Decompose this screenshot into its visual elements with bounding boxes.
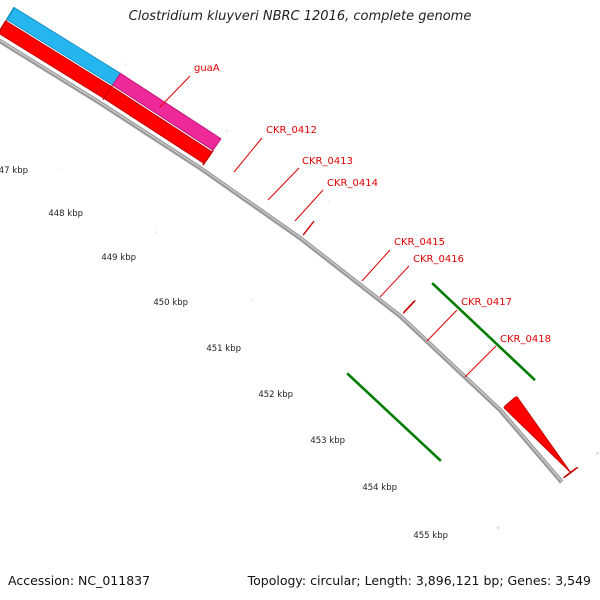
gene-label[interactable]: CKR_0416 [413,254,464,265]
gene-label[interactable]: CKR_0418 [500,334,551,345]
topology-summary: Topology: circular; Length: 3,896,121 bp… [247,573,591,588]
scale-tick-label: 455 kbp [413,531,448,541]
gene-label[interactable]: CKR_0413 [302,156,353,167]
cds-arrow [302,221,315,236]
scale-tick-label: 452 kbp [258,390,293,400]
cds-arrow [503,396,571,473]
gc-skew-dots [18,0,600,530]
feature-track [0,6,579,479]
dot-mark-1 [346,372,442,462]
accession-text: Accession: NC_011837 [8,573,151,588]
backbone-line [0,38,564,484]
backbone-highlight [0,39,563,483]
scale-tick-label: 450 kbp [153,298,188,308]
gene-label[interactable]: guaA [194,63,220,74]
map-title: Clostridium kluyveri NBRC 12016, complet… [128,9,472,24]
scale-tick-label: 448 kbp [48,209,83,219]
label-leader-line [464,345,497,378]
gene-label[interactable]: CKR_0412 [266,125,317,136]
backbone-track [0,38,564,484]
pseudogene-block [112,72,222,151]
label-leader-line [426,309,458,342]
scale-tick-label: 453 kbp [310,436,345,446]
label-leader-line [159,75,191,108]
label-leaders: guaA CKR_0412 CKR_0413 CKR_0414 CKR_0415 CKR_… [159,63,551,378]
label-leader-line [361,249,391,282]
scale-ticks: 447 kbp 448 kbp 449 kbp 450 kbp 451 kbp 452 k… [0,166,448,541]
gene-label[interactable]: CKR_0414 [327,178,378,189]
label-leader-line [267,167,300,201]
scale-tick-label: 447 kbp [0,166,28,176]
gene-label[interactable]: CKR_0415 [394,237,445,248]
label-leader-line [379,265,410,298]
scale-tick-label: 451 kbp [206,344,241,354]
cds-arrow [563,467,579,479]
cds-arrow [403,300,416,314]
label-leader-line [294,189,324,222]
dot-mark-0 [431,282,536,382]
scale-tick-label: 454 kbp [362,483,397,493]
cds-arrow [202,150,214,166]
scale-tick-label: 449 kbp [101,253,136,263]
gene-label[interactable]: CKR_0417 [461,297,512,308]
label-leader-line [233,137,263,173]
